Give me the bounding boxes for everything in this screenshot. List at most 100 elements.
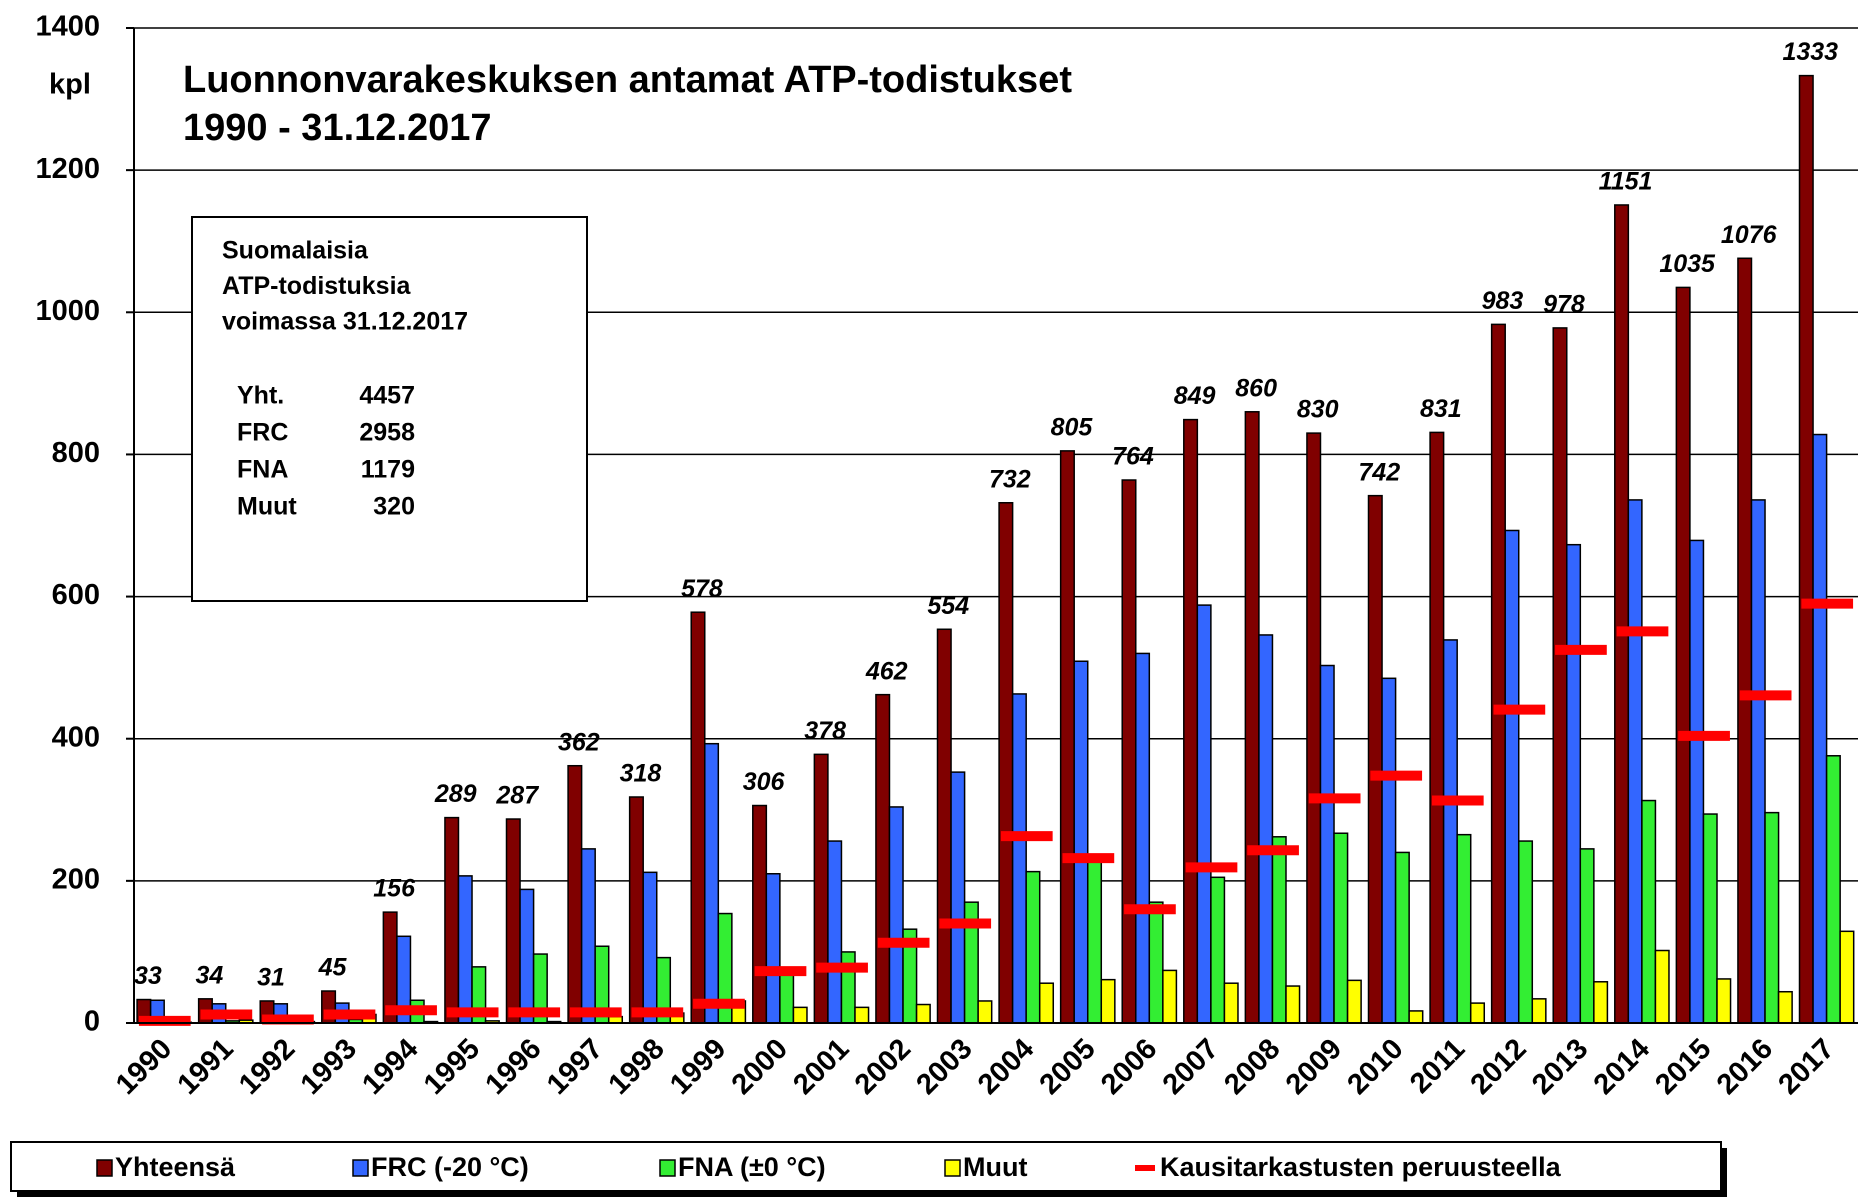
info-value: 2958 [359,419,415,447]
y-tick-label: 200 [52,864,100,896]
data-label: 156 [373,875,416,903]
bar [936,628,952,1024]
legend-label: Kausitarkastusten peruusteella [1160,1152,1562,1182]
bar [1223,982,1239,1024]
x-tick-label: 2015 [1649,1033,1717,1101]
bar [1333,832,1349,1024]
x-tick-label: 2008 [1218,1033,1286,1101]
bar [1750,499,1766,1024]
x-tick-label: 1993 [295,1033,363,1101]
bar [1183,418,1199,1024]
data-label: 1076 [1721,221,1778,249]
bar [950,771,966,1024]
data-label: 31 [257,964,285,992]
bar [1839,930,1855,1024]
data-label: 860 [1235,374,1277,402]
bar [1086,855,1103,1024]
data-label: 45 [318,954,348,982]
legend-swatch [352,1159,369,1177]
bar [1531,998,1547,1024]
x-tick-label: 2004 [972,1033,1040,1101]
bar [1038,982,1055,1024]
bar [1011,693,1027,1024]
bar [779,972,795,1024]
y-tick-label: 400 [52,721,100,753]
legend [10,1141,1722,1192]
x-tick-label: 2014 [1588,1033,1656,1101]
y-tick-label: 800 [52,437,100,469]
bar [1244,411,1260,1024]
data-label: 378 [804,717,846,745]
bar [1504,529,1520,1024]
data-label: 578 [681,575,723,603]
data-label: 742 [1358,458,1400,486]
bar [1442,639,1458,1024]
bar [765,873,781,1024]
data-label: 287 [495,782,539,810]
data-label: 1333 [1782,38,1838,66]
bar [915,1003,931,1024]
data-label: 732 [989,465,1031,493]
x-tick-label: 2012 [1465,1033,1533,1101]
bar [1675,286,1691,1024]
bar [1059,450,1075,1024]
info-key: Yht. [237,382,284,410]
x-tick-label: 1991 [172,1033,240,1101]
data-label: 978 [1543,291,1585,319]
bar [1148,901,1164,1024]
x-tick-label: 2003 [910,1033,978,1101]
x-tick-label: 1997 [541,1033,609,1101]
bar [1306,432,1322,1024]
x-tick-label: 1995 [418,1033,486,1101]
y-tick-label: 600 [52,579,100,611]
bar [1429,431,1445,1024]
x-tick-label: 1996 [479,1033,547,1101]
x-tick-label: 2010 [1341,1033,1409,1101]
bar [1025,870,1041,1024]
x-tick-label: 1999 [664,1033,732,1101]
legend-swatch [944,1159,961,1177]
info-value: 4457 [359,382,415,410]
legend-swatch [659,1159,676,1177]
bar [888,806,904,1024]
data-label: 306 [743,768,786,796]
info-box [191,216,588,602]
bar [1627,499,1643,1024]
y-tick-label: 0 [84,1006,100,1038]
bar [1381,677,1397,1024]
bar [977,1000,993,1024]
bar [1825,755,1841,1024]
x-tick-label: 1990 [110,1033,178,1101]
x-tick-label: 2002 [849,1033,917,1101]
x-tick-label: 2005 [1034,1033,1102,1101]
info-key: FNA [237,456,288,484]
data-label: 830 [1297,396,1339,424]
x-tick-label: 2016 [1711,1033,1779,1101]
x-tick-label: 1992 [233,1033,301,1101]
x-tick-label: 1994 [356,1033,424,1101]
bar [1210,876,1226,1024]
info-line: ATP-todistuksia [222,272,412,300]
x-tick-label: 2007 [1157,1033,1225,1101]
bar [1456,833,1472,1024]
bar [628,796,644,1024]
bar [998,502,1014,1024]
data-label: 1035 [1659,250,1716,278]
bar [690,611,706,1024]
data-label: 831 [1420,395,1462,423]
bar [1517,840,1534,1024]
info-line: Suomalaisia [222,237,369,265]
x-tick-label: 1998 [603,1033,671,1101]
data-label: 554 [927,592,969,620]
info-key: Muut [237,493,297,521]
bar [1490,323,1506,1024]
legend-label: Yhteensä [115,1152,236,1182]
bar [1258,634,1274,1024]
bar [1798,74,1814,1024]
data-label: 764 [1112,443,1154,471]
bar [1100,978,1116,1024]
info-value: 1179 [361,456,415,484]
legend-label: Muut [963,1152,1027,1182]
bar [1073,660,1089,1024]
